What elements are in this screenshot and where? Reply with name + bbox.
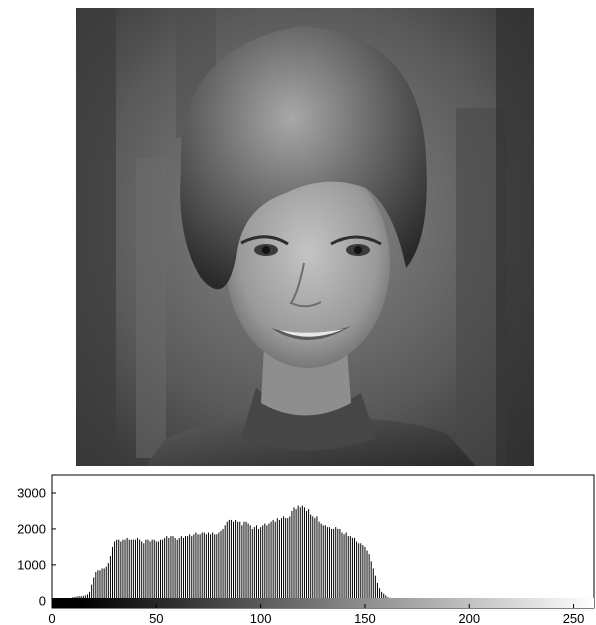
histogram-chart: 0 1000 2000 3000 0 50 100 150 200 250 [17, 474, 595, 625]
x-tick-label: 200 [458, 611, 480, 625]
y-tick-label: 2000 [17, 521, 46, 536]
x-tick-label: 150 [354, 611, 376, 625]
x-axis: 0 50 100 150 200 250 [48, 604, 584, 625]
person [146, 26, 476, 466]
y-tick-label: 3000 [17, 485, 46, 500]
y-tick-label: 0 [39, 593, 46, 608]
y-axis: 0 1000 2000 3000 [17, 485, 56, 608]
portrait-photo [76, 8, 534, 466]
x-tick-label: 0 [48, 611, 55, 625]
x-tick-label: 50 [149, 611, 163, 625]
histogram-bars [51, 505, 441, 601]
y-tick-label: 1000 [17, 557, 46, 572]
intensity-gray-ramp [52, 598, 594, 608]
x-tick-label: 100 [250, 611, 272, 625]
x-tick-label: 250 [563, 611, 585, 625]
